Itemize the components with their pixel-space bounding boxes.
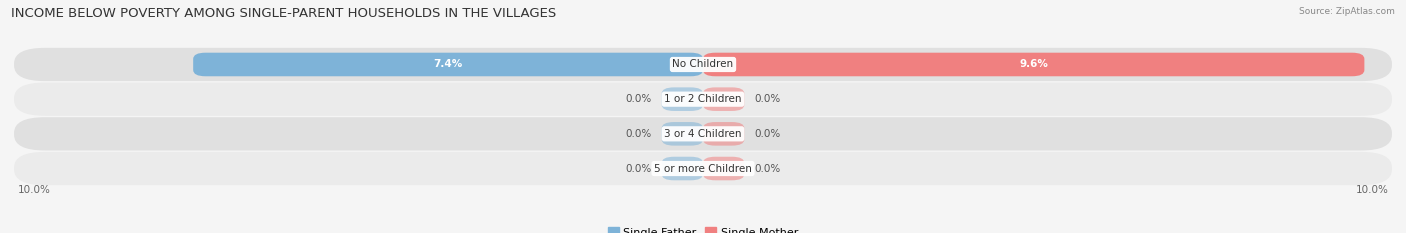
- FancyBboxPatch shape: [662, 157, 703, 180]
- Text: 0.0%: 0.0%: [626, 129, 651, 139]
- Text: 1 or 2 Children: 1 or 2 Children: [664, 94, 742, 104]
- FancyBboxPatch shape: [703, 122, 744, 146]
- FancyBboxPatch shape: [703, 87, 744, 111]
- Text: Source: ZipAtlas.com: Source: ZipAtlas.com: [1299, 7, 1395, 16]
- Text: 7.4%: 7.4%: [433, 59, 463, 69]
- FancyBboxPatch shape: [14, 117, 1392, 151]
- Text: 5 or more Children: 5 or more Children: [654, 164, 752, 174]
- Text: 3 or 4 Children: 3 or 4 Children: [664, 129, 742, 139]
- Text: 10.0%: 10.0%: [1355, 185, 1389, 195]
- Text: 9.6%: 9.6%: [1019, 59, 1047, 69]
- FancyBboxPatch shape: [14, 152, 1392, 185]
- Text: No Children: No Children: [672, 59, 734, 69]
- FancyBboxPatch shape: [703, 157, 744, 180]
- Text: 0.0%: 0.0%: [755, 94, 780, 104]
- FancyBboxPatch shape: [14, 82, 1392, 116]
- Text: INCOME BELOW POVERTY AMONG SINGLE-PARENT HOUSEHOLDS IN THE VILLAGES: INCOME BELOW POVERTY AMONG SINGLE-PARENT…: [11, 7, 557, 20]
- Text: 10.0%: 10.0%: [17, 185, 51, 195]
- FancyBboxPatch shape: [193, 53, 703, 76]
- Text: 0.0%: 0.0%: [626, 94, 651, 104]
- Text: 0.0%: 0.0%: [755, 129, 780, 139]
- FancyBboxPatch shape: [14, 48, 1392, 81]
- FancyBboxPatch shape: [662, 87, 703, 111]
- FancyBboxPatch shape: [703, 53, 1364, 76]
- Legend: Single Father, Single Mother: Single Father, Single Mother: [603, 223, 803, 233]
- FancyBboxPatch shape: [662, 122, 703, 146]
- Text: 0.0%: 0.0%: [755, 164, 780, 174]
- Text: 0.0%: 0.0%: [626, 164, 651, 174]
